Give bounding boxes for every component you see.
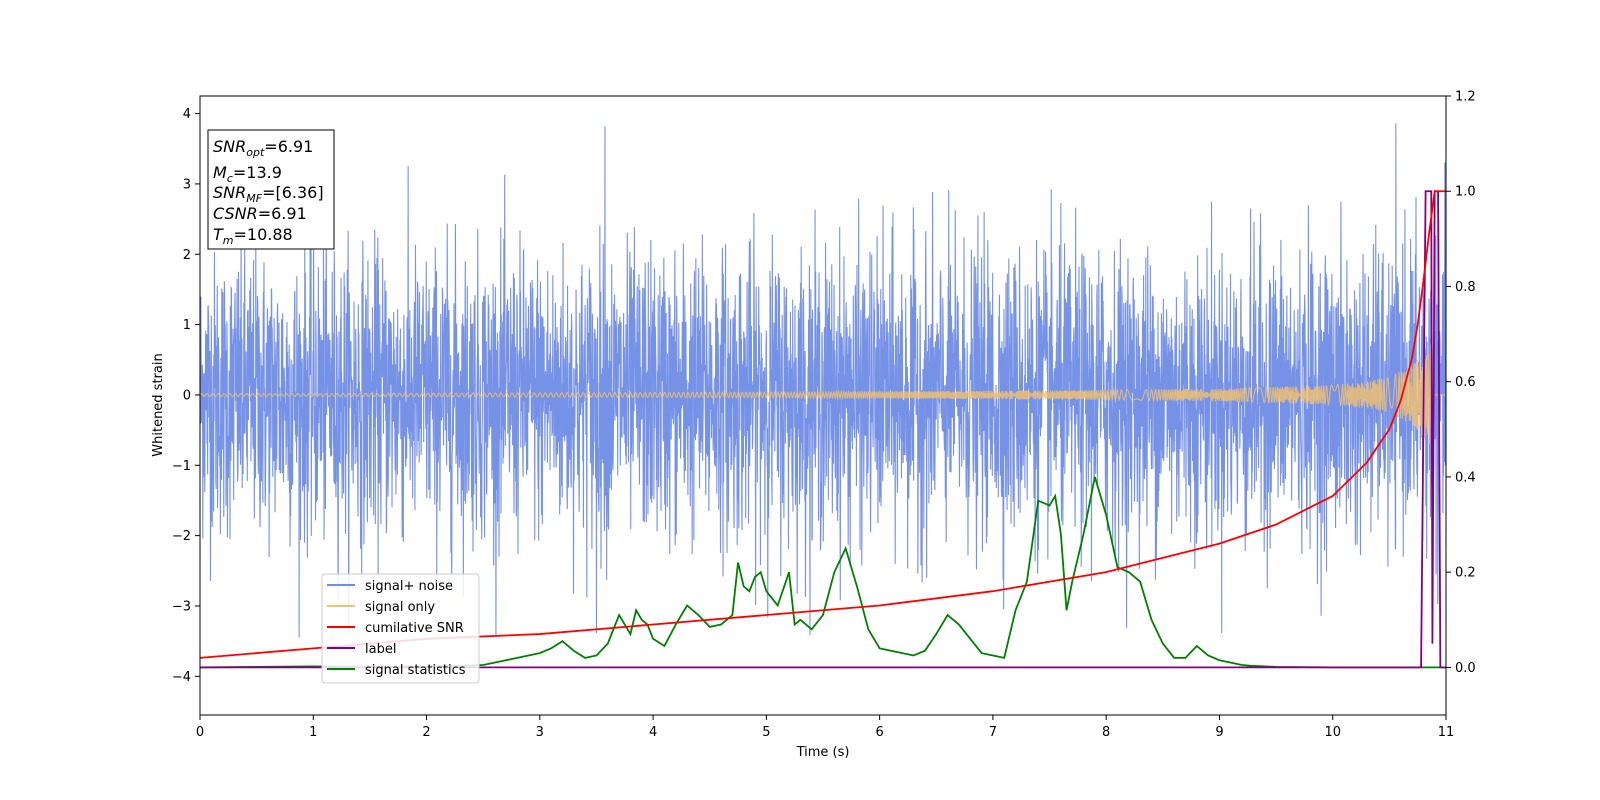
y-left-tick-label: −4 [172, 670, 191, 685]
legend-label-signal-noise: signal+ noise [365, 579, 453, 594]
legend-item-signal-only: signal only [327, 600, 435, 615]
y-left-tick-label: −2 [172, 529, 191, 544]
y-left-tick-label: 4 [183, 107, 191, 122]
series-signal-only-line [200, 344, 1446, 445]
legend-item-signal-noise: signal+ noise [327, 579, 453, 594]
y-right-tick-label: 0.8 [1455, 280, 1476, 295]
y-left-tick-label: 0 [183, 388, 191, 403]
legend-label-signal-only: signal only [365, 600, 435, 615]
y-left-tick-label: 2 [183, 248, 191, 263]
legend-label-cumulative-snr: cumilative SNR [365, 621, 464, 636]
x-tick-label: 8 [1102, 725, 1110, 740]
x-tick-label: 0 [196, 725, 204, 740]
y-left-tick-label: −1 [172, 459, 191, 474]
x-tick-label: 5 [762, 725, 770, 740]
axes-layer: 0 1 2 3 4 5 6 7 8 9 10 11 −4 −3 −2 −1 0 1 2 3 4 0.0 0.2 0.4 0.6 0… [172, 90, 1476, 741]
x-tick-label: 1 [309, 725, 317, 740]
annotation-box: SNRopt=6.91 Mc=13.9 SNRMF=[6.36] CSNR=6.… [207, 129, 335, 250]
legend-item-label: label [327, 642, 396, 657]
x-tick-label: 9 [1215, 725, 1223, 740]
x-tick-label: 10 [1324, 725, 1341, 740]
x-tick-label: 11 [1438, 725, 1455, 740]
legend-label-label: label [365, 642, 396, 657]
series-signal-statistics-line [200, 476, 1446, 669]
annotation-line-csnr: CSNR=6.91 [213, 204, 307, 223]
legend-label-signal-statistics: signal statistics [365, 663, 466, 678]
y-axis-label: Whitened strain [151, 353, 166, 456]
x-tick-label: 6 [875, 725, 883, 740]
annotation-line-snr-mf: SNRMF=[6.36] [213, 183, 324, 205]
y-left-tick-label: 3 [183, 177, 191, 192]
y-right-tick-label: 1.2 [1455, 90, 1476, 105]
series-signal-noise-line [200, 123, 1446, 638]
y-left-tick-label: 1 [183, 318, 191, 333]
series-layer [200, 123, 1446, 669]
legend-item-cumulative-snr: cumilative SNR [327, 621, 464, 636]
annotation-line-snr-opt: SNRopt=6.91 [213, 137, 313, 159]
legend-item-signal-statistics: signal statistics [327, 663, 466, 678]
legend-frame [321, 573, 480, 684]
plot-frame [199, 95, 1447, 716]
annotation-line-mc: Mc=13.9 [213, 163, 282, 185]
y-left-tick-label: −3 [172, 599, 191, 614]
x-tick-label: 7 [989, 725, 997, 740]
y-right-tick-label: 0.6 [1455, 375, 1476, 390]
y-right-tick-label: 0.4 [1455, 470, 1476, 485]
series-label-line [200, 190, 1446, 669]
x-tick-label: 3 [536, 725, 544, 740]
x-tick-label: 2 [422, 725, 430, 740]
y-right-tick-label: 1.0 [1455, 185, 1476, 200]
series-cumulative-snr-line [200, 190, 1446, 659]
y-right-tick-label: 0.0 [1455, 661, 1476, 676]
y-right-tick-label: 0.2 [1455, 566, 1476, 581]
legend: signal+ noise signal only cumilative SNR… [321, 573, 480, 684]
annotation-line-tm: Tm=10.88 [213, 225, 293, 247]
x-axis-label: Time (s) [796, 745, 850, 760]
x-tick-label: 4 [649, 725, 657, 740]
